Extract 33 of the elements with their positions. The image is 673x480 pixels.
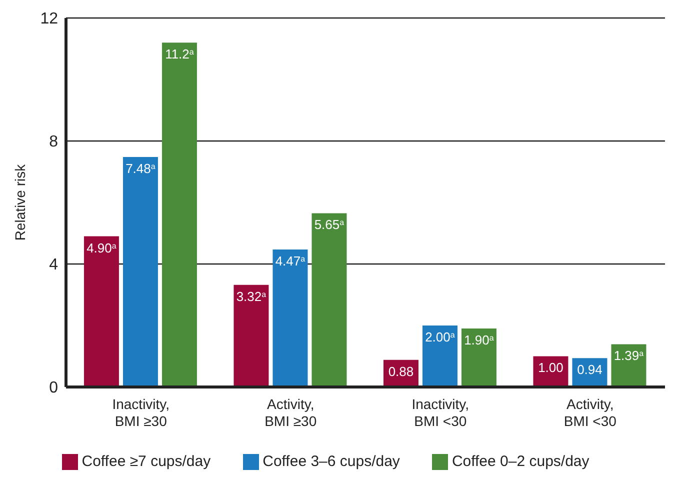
bar [272, 250, 308, 387]
bar [122, 156, 158, 387]
y-tick-label: 4 [49, 256, 58, 274]
x-tick-label: Activity, BMI ≥30 [264, 396, 317, 429]
data-label: 0.88 [388, 364, 414, 379]
legend-label: Coffee 3–6 cups/day [262, 452, 400, 470]
data-label: 2.00$^{a}$ [425, 329, 456, 344]
data-label: 4.90$^{a}$ [86, 240, 117, 256]
bar [84, 236, 119, 387]
bar [422, 325, 458, 387]
x-tick-label: Inactivity, BMI <30 [412, 396, 470, 429]
x-tick-label: Inactivity, BMI ≥30 [112, 396, 170, 429]
legend-label: Coffee ≥7 cups/day [82, 452, 211, 470]
y-axis-title: Relative risk [12, 163, 28, 241]
bar [312, 213, 347, 387]
y-tick-label: 8 [49, 134, 58, 151]
y-tick-label: 12 [40, 10, 58, 28]
bar [461, 328, 496, 387]
bar [162, 42, 197, 387]
bar [611, 344, 646, 387]
data-label: 1.39$^{a}$ [614, 348, 644, 364]
data-label: 5.65$^{a}$ [314, 217, 345, 232]
data-label: 1.00 [538, 360, 564, 376]
data-label: 11.2$^{a}$ [165, 46, 194, 62]
legend-label: Coffee 0–2 cups/day [452, 452, 590, 470]
data-label: 3.32$^{a}$ [236, 288, 267, 304]
x-tick-label: Activity, BMI <30 [564, 396, 617, 429]
data-label: 0.94 [577, 362, 602, 378]
data-label: 1.90$^{a}$ [464, 332, 494, 348]
y-tick-label: 0 [49, 380, 58, 397]
bar [234, 284, 269, 387]
data-label: 7.48$^{a}$ [126, 160, 156, 176]
data-label: 4.47$^{a}$ [275, 254, 306, 269]
